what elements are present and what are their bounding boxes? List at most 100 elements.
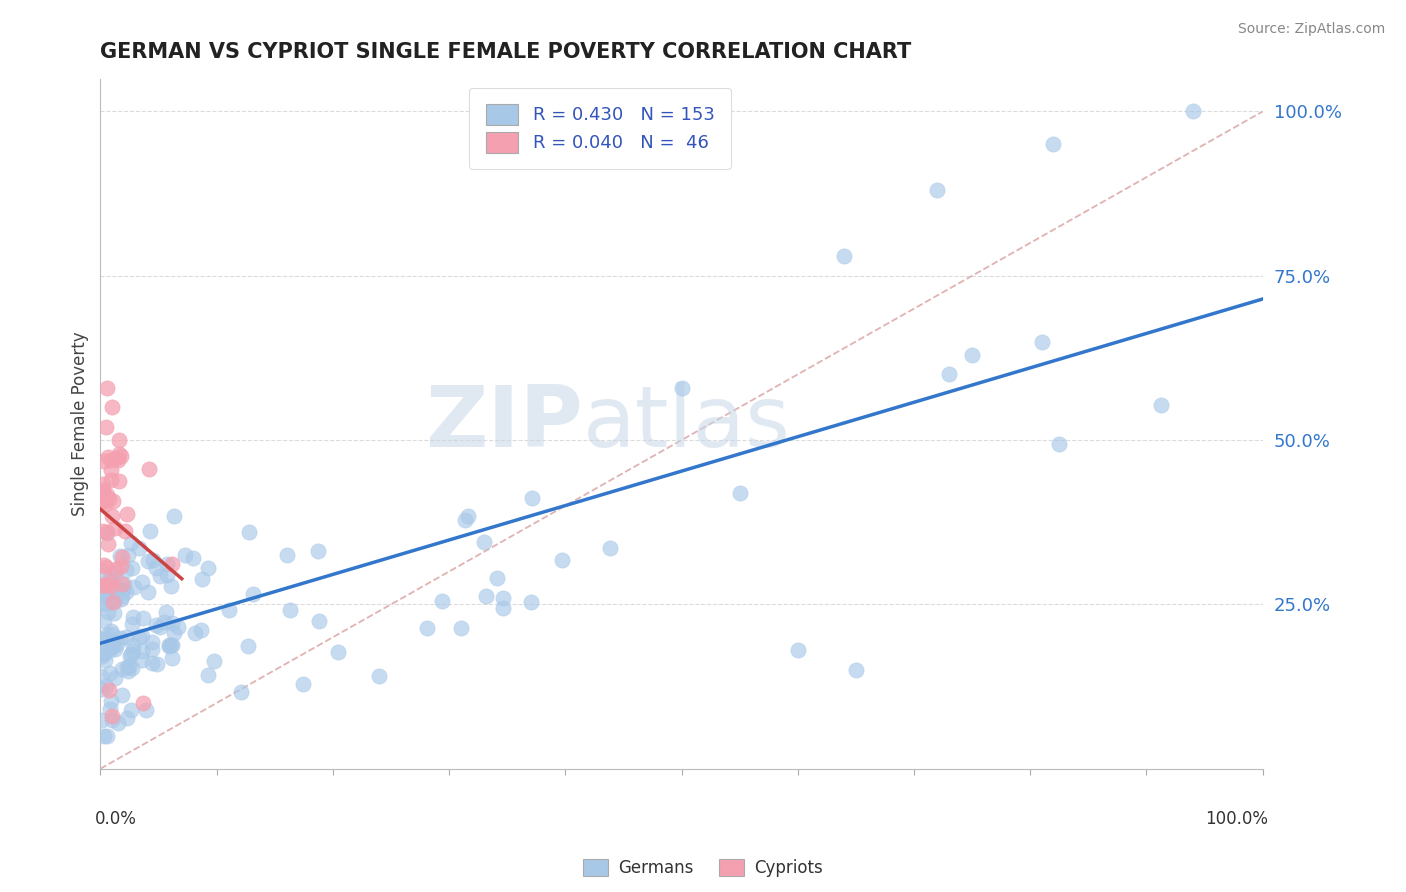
Point	[107, 582, 129, 597]
Point	[131, 574, 153, 589]
Point	[100, 635, 122, 649]
Text: ZIP: ZIP	[425, 382, 582, 465]
Point	[94, 420, 117, 434]
Point	[103, 572, 125, 586]
Point	[100, 624, 122, 639]
Point	[136, 554, 159, 568]
Text: 100.0%: 100.0%	[1205, 810, 1268, 828]
Point	[110, 558, 132, 573]
Point	[121, 560, 143, 574]
Point	[107, 433, 129, 447]
Text: Source: ZipAtlas.com: Source: ZipAtlas.com	[1237, 22, 1385, 37]
Point	[114, 524, 136, 538]
Point	[432, 593, 454, 607]
Point	[121, 616, 143, 631]
Legend: R = 0.430   N = 153, R = 0.040   N =  46: R = 0.430 N = 153, R = 0.040 N = 46	[470, 87, 731, 169]
Point	[1031, 334, 1053, 349]
Point	[163, 508, 186, 523]
Point	[91, 597, 114, 611]
Point	[960, 348, 983, 362]
Point	[278, 603, 301, 617]
Point	[101, 595, 124, 609]
Point	[454, 513, 477, 527]
Point	[131, 629, 153, 643]
Point	[101, 627, 124, 641]
Point	[101, 709, 124, 723]
Point	[98, 682, 121, 697]
Point	[128, 631, 150, 645]
Point	[218, 603, 240, 617]
Point	[149, 569, 172, 583]
Point	[120, 648, 142, 662]
Point	[90, 578, 112, 592]
Point	[93, 589, 115, 603]
Point	[121, 661, 143, 675]
Legend: Germans, Cypriots: Germans, Cypriots	[576, 852, 830, 884]
Point	[145, 618, 167, 632]
Point	[101, 493, 124, 508]
Point	[91, 484, 114, 499]
Point	[120, 536, 142, 550]
Point	[291, 677, 314, 691]
Point	[93, 647, 115, 661]
Point	[90, 632, 112, 646]
Point	[93, 454, 115, 468]
Point	[98, 643, 121, 657]
Point	[110, 449, 132, 463]
Point	[238, 525, 260, 540]
Point	[520, 595, 543, 609]
Point	[728, 485, 751, 500]
Point	[96, 380, 118, 394]
Point	[96, 488, 118, 502]
Point	[104, 565, 127, 579]
Point	[491, 591, 513, 605]
Point	[191, 573, 214, 587]
Point	[105, 638, 128, 652]
Point	[94, 497, 117, 511]
Point	[786, 643, 808, 657]
Point	[105, 450, 128, 465]
Point	[100, 473, 122, 487]
Point	[117, 548, 139, 562]
Point	[90, 493, 112, 508]
Point	[141, 656, 163, 670]
Point	[115, 585, 138, 599]
Point	[94, 597, 117, 611]
Point	[111, 550, 134, 565]
Point	[190, 623, 212, 637]
Point	[107, 475, 129, 489]
Point	[100, 453, 122, 467]
Point	[184, 626, 207, 640]
Point	[107, 452, 129, 467]
Point	[1042, 137, 1064, 152]
Point	[115, 563, 138, 577]
Point	[1047, 437, 1070, 451]
Point	[197, 561, 219, 575]
Point	[91, 524, 114, 538]
Point	[107, 446, 129, 460]
Point	[457, 508, 479, 523]
Point	[135, 703, 157, 717]
Point	[98, 702, 121, 716]
Point	[142, 553, 165, 567]
Point	[162, 625, 184, 640]
Point	[98, 575, 121, 590]
Point	[90, 494, 112, 508]
Point	[141, 635, 163, 649]
Point	[183, 551, 205, 566]
Point	[149, 619, 172, 633]
Point	[91, 477, 114, 491]
Point	[98, 571, 121, 585]
Point	[108, 549, 131, 564]
Point	[450, 621, 472, 635]
Point	[202, 654, 225, 668]
Point	[100, 579, 122, 593]
Point	[101, 714, 124, 728]
Point	[276, 548, 298, 562]
Point	[122, 580, 145, 594]
Point	[91, 713, 114, 727]
Point	[101, 401, 124, 415]
Point	[242, 587, 264, 601]
Point	[326, 645, 349, 659]
Point	[522, 491, 544, 506]
